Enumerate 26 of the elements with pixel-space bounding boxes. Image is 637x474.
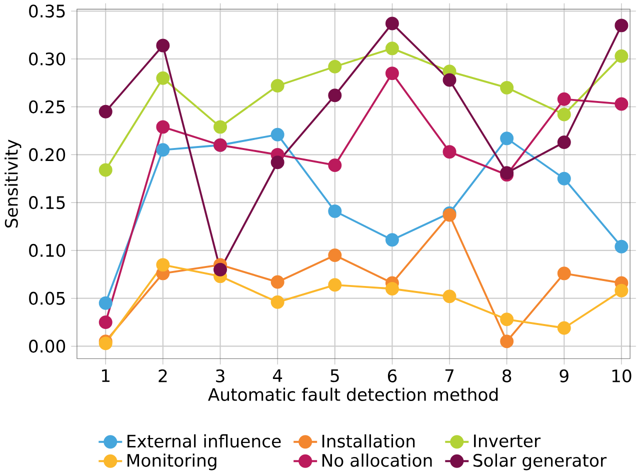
y-tick-label: 0.25	[29, 100, 65, 114]
x-tick-label: 5	[330, 369, 339, 382]
y-tick-label: 0.10	[29, 244, 66, 257]
legend-label: Monitoring	[128, 453, 216, 470]
y-tick-label: 0.15	[29, 196, 65, 209]
legend-label: Installation	[322, 434, 415, 448]
y-tick-label: 0.05	[29, 292, 65, 305]
y-tick-label: 0.35	[29, 4, 65, 18]
y-axis-title: Sensitivity	[4, 140, 22, 228]
x-tick-label: 3	[216, 369, 224, 382]
x-tick-label: 6	[388, 369, 397, 382]
legend-label: Solar generator	[474, 453, 607, 470]
x-tick-label: 10	[612, 369, 632, 382]
legend-label: No allocation	[322, 453, 432, 467]
legend-label: External influence	[128, 434, 281, 448]
y-tick-label: 0.00	[29, 340, 66, 353]
x-tick-label: 1	[102, 369, 110, 382]
x-tick-label: 4	[272, 369, 282, 382]
y-tick-label: 0.20	[29, 148, 66, 162]
x-tick-label: 7	[445, 369, 454, 382]
x-tick-label: 9	[560, 369, 568, 382]
legend-label: Inverter	[474, 434, 541, 448]
x-tick-label: 2	[158, 369, 167, 382]
x-axis-title: Automatic fault detection method	[208, 388, 498, 401]
y-tick-label: 0.30	[29, 52, 66, 66]
x-tick-label: 8	[502, 369, 512, 382]
